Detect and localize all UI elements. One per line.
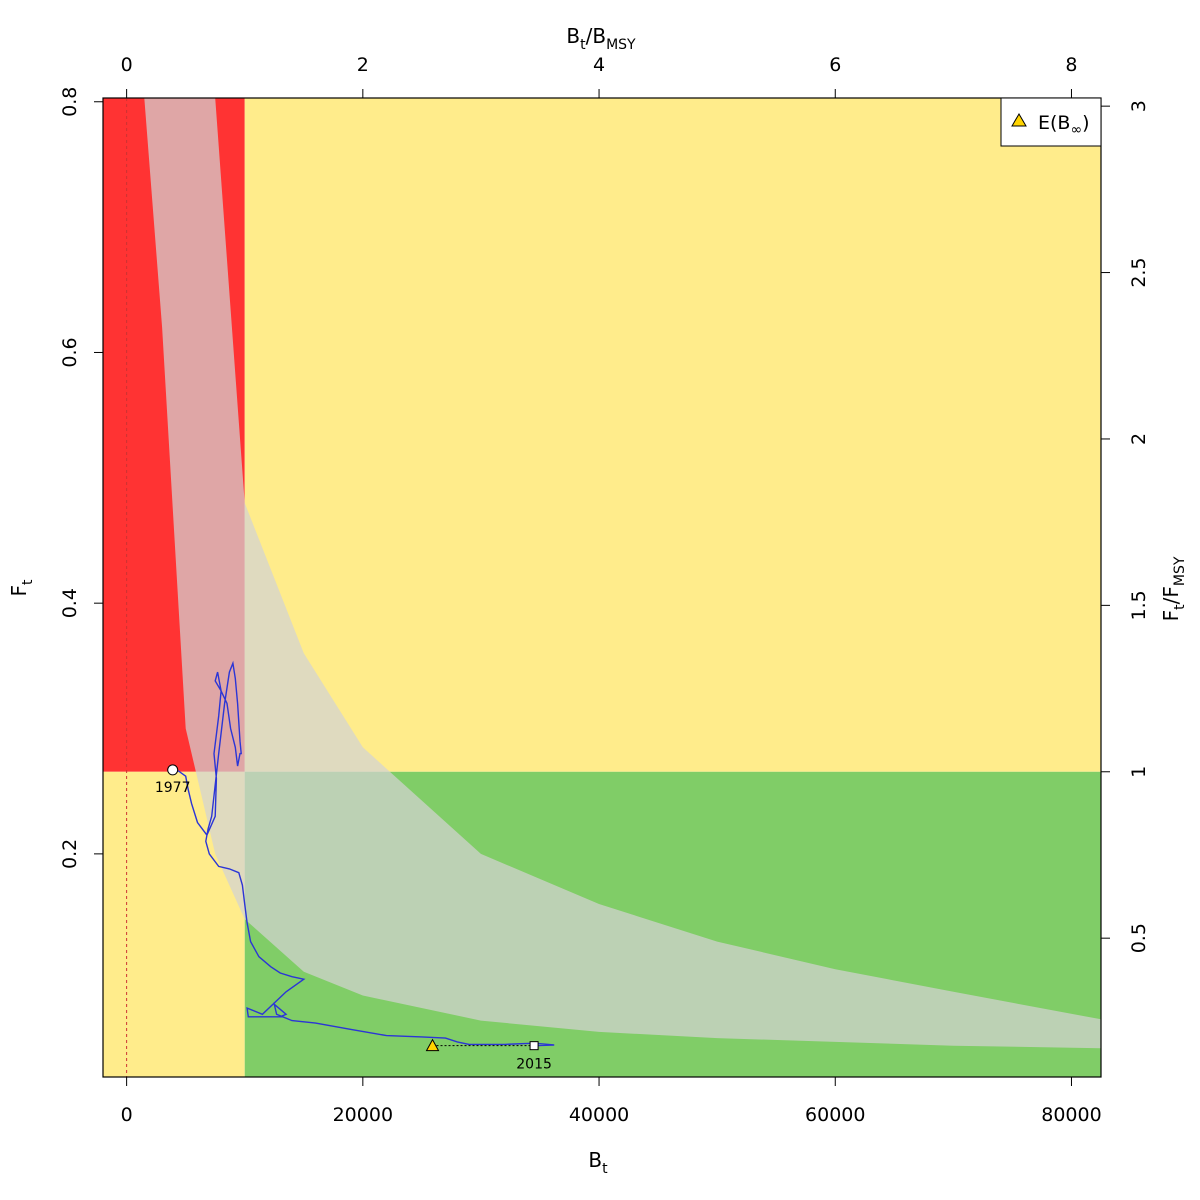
top-axis-title: Bt/BMSY	[566, 24, 636, 53]
top-axis-tick-label-1: 2	[357, 54, 369, 76]
legend-label-end: )	[1082, 112, 1089, 134]
x-axis-tick-label-2: 40000	[569, 1104, 629, 1126]
x-axis-tick-label-1: 20000	[333, 1104, 393, 1126]
top-axis-tick-label-4: 8	[1065, 54, 1077, 76]
last-year-label: 2015	[516, 1057, 552, 1073]
legend: E(B∞)	[1000, 97, 1102, 147]
plot-region	[103, 98, 1101, 1077]
x-axis-tick-label-3: 60000	[805, 1104, 865, 1126]
right-axis-title: Ft/FMSY	[1159, 556, 1188, 621]
right-axis-title-main: F	[1159, 610, 1183, 622]
right-axis-title-sub2: MSY	[1172, 556, 1188, 586]
x-axis-tick-label-0: 0	[121, 1104, 133, 1126]
yellow-zone-top	[244, 98, 1101, 772]
y-axis-tick-label-1: 0.4	[59, 588, 81, 618]
right-axis-tick-label-2: 1.5	[1128, 590, 1150, 620]
x-axis-title-main: B	[588, 1148, 602, 1172]
right-axis-tick-label-0: 0.5	[1128, 923, 1150, 953]
x-axis-title: Bt	[588, 1148, 608, 1177]
biomass-fishing-trajectory	[172, 660, 555, 1047]
plot-frame	[102, 97, 1102, 1078]
top-axis-tick-label-0: 0	[121, 54, 133, 76]
right-axis-title-sep: /	[1159, 597, 1183, 604]
y-axis-tick-label-3: 0.8	[59, 87, 81, 117]
e-binf-marker	[425, 1038, 440, 1052]
right-axis-title-sub: t	[1172, 604, 1188, 610]
right-axis-ticks: 0.5 1 1.5 2 2.5 3	[1101, 100, 1150, 953]
top-axis-tick-label-3: 6	[829, 54, 841, 76]
confidence-band	[144, 98, 1101, 1049]
right-axis-tick-label-4: 2.5	[1128, 257, 1150, 287]
legend-label-sub: ∞	[1070, 122, 1082, 138]
y-axis-tick-label-2: 0.6	[59, 337, 81, 367]
x-axis-title-sub: t	[602, 1161, 608, 1177]
right-axis-tick-label-3: 2	[1128, 433, 1150, 445]
left-axis-ticks: 0.2 0.4 0.6 0.8	[59, 87, 103, 869]
top-axis-title-sub2: MSY	[606, 37, 636, 53]
legend-label: E(B∞)	[1038, 112, 1090, 138]
first-year-label: 1977	[155, 780, 191, 796]
y-axis-tick-label-0: 0.2	[59, 839, 81, 869]
x-axis-tick-label-4: 80000	[1041, 1104, 1101, 1126]
top-axis-title-main2: B	[592, 24, 606, 48]
right-axis-tick-label-1: 1	[1128, 766, 1150, 778]
y-axis-title-sub: t	[20, 579, 36, 585]
legend-triangle-icon	[1011, 113, 1027, 127]
y-axis-title: Ft	[7, 579, 36, 597]
y-axis-title-main: F	[7, 585, 31, 597]
right-axis-title-main2: F	[1159, 586, 1183, 598]
bottom-axis-ticks: 0 20000 40000 60000 80000	[121, 1077, 1102, 1126]
first-year-marker	[167, 764, 179, 776]
top-axis-title-main: B	[566, 24, 580, 48]
legend-label-main: E(B	[1038, 112, 1070, 134]
top-axis-title-sep: /	[586, 24, 593, 48]
right-axis-tick-label-5: 3	[1128, 100, 1150, 112]
last-year-marker	[529, 1041, 539, 1051]
top-axis-tick-label-2: 4	[593, 54, 605, 76]
top-axis-ticks: 0 2 4 6 8	[121, 54, 1078, 98]
top-axis-title-sub: t	[580, 37, 586, 53]
